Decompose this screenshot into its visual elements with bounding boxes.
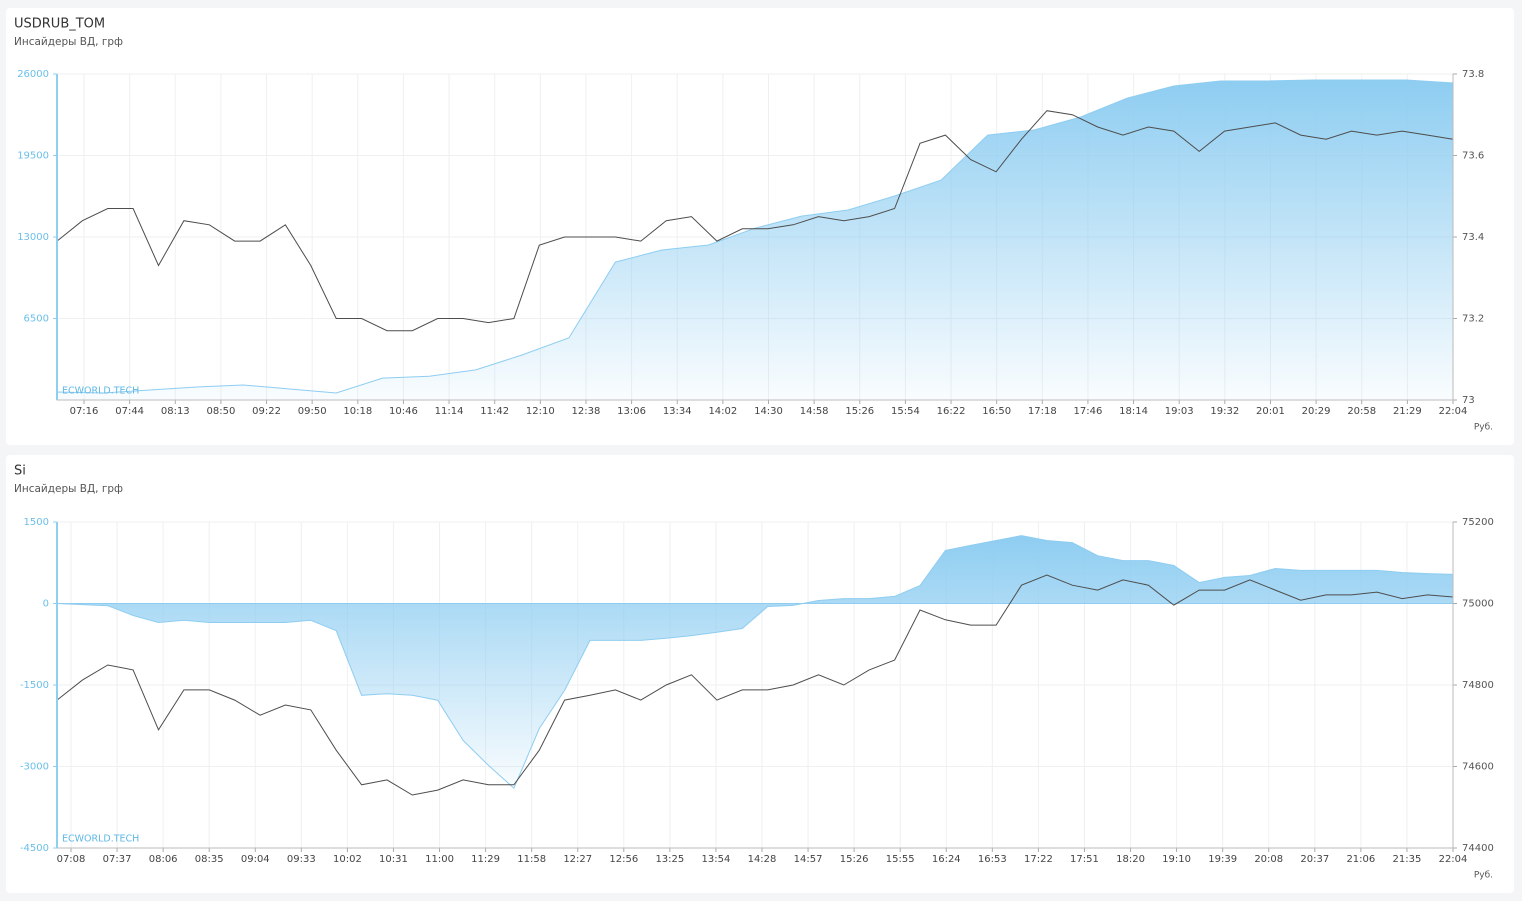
y2-tick-label: 74400: [1462, 843, 1494, 854]
x-tick-label: 17:22: [1024, 854, 1053, 865]
y-tick-label: 19500: [17, 151, 49, 162]
watermark: ECWORLD.TECH: [62, 386, 139, 397]
unit-label: Руб.: [1474, 871, 1493, 881]
x-tick-label: 20:29: [1302, 406, 1331, 417]
y2-tick-label: 73.2: [1462, 314, 1484, 325]
x-tick-label: 10:02: [333, 854, 362, 865]
x-tick-label: 14:02: [708, 406, 737, 417]
x-tick-label: 21:29: [1393, 406, 1422, 417]
x-tick-label: 11:58: [517, 854, 546, 865]
line: [56, 110, 1454, 332]
chart: USDRUB_TOM Инсайдеры ВД, грф 6500 13000 1950…: [14, 17, 1493, 433]
y-tick-label: 0: [43, 599, 49, 610]
x-tick-label: 12:10: [526, 406, 555, 417]
x-tick-label: 10:18: [343, 406, 372, 417]
y2-tick-label: 74800: [1462, 680, 1494, 691]
x-tick-label: 16:22: [937, 406, 966, 417]
chart-title: USDRUB_TOM: [14, 17, 105, 32]
x-tick-label: 15:54: [891, 406, 920, 417]
y-tick-label: -4500: [20, 843, 49, 854]
x-tick-label: 14:57: [794, 854, 823, 865]
x-tick-label: 20:08: [1254, 854, 1283, 865]
x-tick-label: 07:44: [115, 406, 144, 417]
x-tick-label: 15:55: [886, 854, 915, 865]
y-tick-label: 6500: [24, 314, 49, 325]
y2-tick-label: 73.4: [1462, 232, 1484, 243]
x-tick-label: 21:06: [1346, 854, 1375, 865]
x-tick-label: 09:04: [241, 854, 270, 865]
x-tick-label: 20:37: [1300, 854, 1329, 865]
y-tick-label: 13000: [17, 232, 49, 243]
watermark: ECWORLD.TECH: [62, 834, 139, 845]
x-tick-label: 17:18: [1028, 406, 1057, 417]
x-tick-label: 10:31: [379, 854, 408, 865]
x-tick-label: 13:54: [702, 854, 731, 865]
x-tick-label: 21:35: [1393, 854, 1422, 865]
x-tick-label: 18:14: [1119, 406, 1148, 417]
x-tick-label: 18:20: [1116, 854, 1145, 865]
x-tick-label: 08:06: [149, 854, 178, 865]
x-tick-label: 11:00: [425, 854, 454, 865]
y2-tick-label: 73: [1462, 395, 1475, 406]
chart: Si Инсайдеры ВД, грф -4500 -3000 -1500 0 1500 7…: [14, 464, 1494, 881]
y2-tick-label: 74600: [1462, 762, 1494, 773]
y-tick-label: -1500: [20, 680, 49, 691]
line: [56, 574, 1454, 796]
x-tick-label: 12:27: [563, 854, 592, 865]
y2-tick-label: 75000: [1462, 599, 1494, 610]
x-tick-label: 16:24: [932, 854, 961, 865]
x-tick-label: 07:16: [70, 406, 99, 417]
x-tick-label: 14:30: [754, 406, 783, 417]
x-tick-label: 08:35: [195, 854, 224, 865]
x-tick-label: 19:03: [1165, 406, 1194, 417]
x-tick-label: 17:46: [1074, 406, 1103, 417]
x-tick-label: 15:26: [845, 406, 874, 417]
x-tick-label: 17:51: [1070, 854, 1099, 865]
chart-title: Si: [14, 464, 26, 479]
x-tick-label: 19:32: [1210, 406, 1239, 417]
x-tick-label: 14:58: [800, 406, 829, 417]
x-tick-label: 20:58: [1347, 406, 1376, 417]
y-tick-label: 1500: [24, 517, 49, 528]
x-tick-label: 09:50: [298, 406, 327, 417]
x-tick-label: 09:22: [252, 406, 281, 417]
card: [6, 455, 1514, 893]
x-tick-label: 13:34: [663, 406, 692, 417]
x-tick-label: 15:26: [840, 854, 869, 865]
x-tick-label: 19:39: [1208, 854, 1237, 865]
x-tick-label: 16:50: [982, 406, 1011, 417]
x-tick-label: 16:53: [978, 854, 1007, 865]
chart-subtitle: Инсайдеры ВД, грф: [14, 483, 123, 495]
x-tick-label: 09:33: [287, 854, 316, 865]
x-tick-label: 13:25: [655, 854, 684, 865]
x-tick-label: 14:28: [748, 854, 777, 865]
y-tick-label: 26000: [17, 69, 49, 80]
x-tick-label: 22:04: [1439, 854, 1468, 865]
x-tick-label: 08:13: [161, 406, 190, 417]
x-tick-label: 08:50: [206, 406, 235, 417]
x-tick-label: 07:08: [57, 854, 86, 865]
x-tick-label: 07:37: [103, 854, 132, 865]
y2-tick-label: 73.6: [1462, 151, 1484, 162]
area: [56, 535, 1454, 790]
x-tick-label: 11:29: [471, 854, 500, 865]
x-tick-label: 10:46: [389, 406, 418, 417]
chart-subtitle: Инсайдеры ВД, грф: [14, 36, 123, 48]
x-tick-label: 11:14: [435, 406, 464, 417]
y2-tick-label: 73.8: [1462, 69, 1484, 80]
x-tick-label: 22:04: [1439, 406, 1468, 417]
y2-tick-label: 75200: [1462, 517, 1494, 528]
x-tick-label: 12:56: [609, 854, 638, 865]
x-tick-label: 13:06: [617, 406, 646, 417]
unit-label: Руб.: [1474, 423, 1493, 433]
x-tick-label: 19:10: [1162, 854, 1191, 865]
area: [56, 79, 1454, 401]
x-tick-label: 20:01: [1256, 406, 1285, 417]
x-tick-label: 12:38: [572, 406, 601, 417]
y-tick-label: -3000: [20, 762, 49, 773]
x-tick-label: 11:42: [480, 406, 509, 417]
